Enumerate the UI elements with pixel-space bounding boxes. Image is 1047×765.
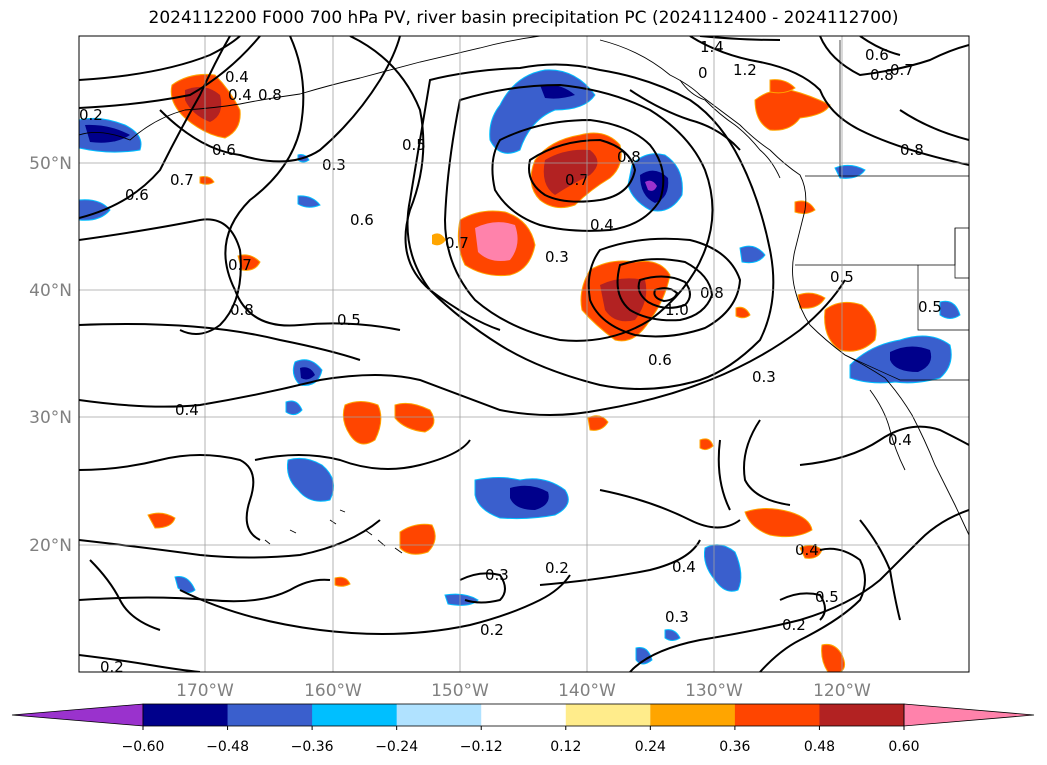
- contour-label: 0.6: [648, 351, 672, 369]
- contour-label: 1.2: [733, 61, 757, 79]
- lat-label-40n: 40°N: [29, 281, 72, 301]
- contour-label: 0.2: [480, 621, 504, 639]
- colorbar-cell: [481, 704, 567, 726]
- colorbar-tick-label: −0.12: [460, 739, 503, 755]
- lat-label-20n: 20°N: [29, 536, 72, 556]
- contour-label: 0.7: [890, 61, 914, 79]
- contour-label: 0.6: [865, 46, 889, 64]
- contour-label: 0.2: [545, 559, 569, 577]
- lon-label-140w: 140°W: [558, 681, 616, 701]
- colorbar-tick-label: −0.60: [122, 739, 165, 755]
- colorbar-tick-label: 0.48: [804, 739, 835, 755]
- plot-frame: [78, 35, 970, 673]
- contour-label: 0.8: [230, 301, 254, 319]
- contour-label: 1.0: [665, 301, 689, 319]
- contour-label: 0.4: [672, 558, 696, 576]
- lat-label-50n: 50°N: [29, 154, 72, 174]
- colorbar-cell: [227, 704, 313, 726]
- contour-label: 0.6: [125, 186, 149, 204]
- lon-label-130w: 130°W: [685, 681, 743, 701]
- contour-label: 0.3: [322, 156, 346, 174]
- lon-labels: 170°W 160°W 150°W 140°W 130°W 120°W: [176, 681, 871, 701]
- contour-label: 0.4: [225, 68, 249, 86]
- contour-label: 0.2: [79, 106, 103, 124]
- contour-label: 0.5: [918, 298, 942, 316]
- contour-label: 0.3: [545, 248, 569, 266]
- colorbar-tick-label: −0.48: [206, 739, 249, 755]
- colorbar-tick-label: −0.36: [291, 739, 334, 755]
- contour-label: 0.6: [212, 141, 236, 159]
- colorbar-tick-label: 0.36: [719, 739, 750, 755]
- colorbar-cell: [819, 704, 905, 726]
- contour-label: 0.4: [228, 86, 252, 104]
- lat-labels: 50°N 40°N 30°N 20°N: [29, 154, 72, 556]
- lon-label-150w: 150°W: [431, 681, 489, 701]
- colorbar-outline: [142, 703, 905, 727]
- contour-label: 0.4: [795, 541, 819, 559]
- contour-label: 0.5: [337, 311, 361, 329]
- colorbar-tick-label: 0.24: [635, 739, 666, 755]
- contour-label: 0.6: [350, 211, 374, 229]
- contour-label: 0: [698, 64, 708, 82]
- colorbar-cell: [734, 704, 820, 726]
- colorbar-extend-low: [11, 703, 144, 727]
- contour-label: 0.5: [402, 136, 426, 154]
- contour-label: 0.3: [665, 608, 689, 626]
- lon-label-120w: 120°W: [813, 681, 871, 701]
- contour-label: 0.4: [590, 216, 614, 234]
- contour-label: 0.3: [485, 566, 509, 584]
- contour-label: 0.4: [175, 401, 199, 419]
- colorbar-cell: [650, 704, 736, 726]
- borders: [795, 40, 969, 381]
- pv-contours: [79, 36, 969, 672]
- colorbar-cell: [565, 704, 651, 726]
- contour-label: 0.8: [700, 284, 724, 302]
- contour-label: 0.5: [815, 588, 839, 606]
- contour-label: 0.2: [782, 616, 806, 634]
- colorbar-tick-label: 0.60: [888, 739, 919, 755]
- contour-label: 0.8: [617, 148, 641, 166]
- contour-label: 0.2: [100, 658, 124, 676]
- map-title: 2024112200 F000 700 hPa PV, river basin …: [148, 8, 899, 28]
- colorbar-tick-label: 0.12: [550, 739, 581, 755]
- lon-label-160w: 160°W: [304, 681, 362, 701]
- contour-label: 0.8: [258, 86, 282, 104]
- contour-label: 0.7: [170, 171, 194, 189]
- colorbar: −0.60 −0.48 −0.36 −0.24 −0.12 0.12 0.24 0.36 0.4…: [11, 703, 1035, 755]
- contour-label: 0.7: [565, 171, 589, 189]
- colorbar-extend-high: [903, 703, 1035, 727]
- colorbar-cell: [143, 704, 229, 726]
- contour-label: 0.7: [228, 256, 252, 274]
- contour-labels: 1.4 1.2 0 0.6 0.7 0.8 0.4 0.4 0.6 0.5 0.…: [79, 38, 942, 676]
- plot-area: [79, 36, 969, 672]
- gridlines: [79, 36, 969, 672]
- colorbar-cell: [396, 704, 482, 726]
- contour-label: 0.8: [870, 66, 894, 84]
- lon-label-170w: 170°W: [176, 681, 234, 701]
- contour-label: 1.4: [700, 38, 724, 56]
- colorbar-cell: [312, 704, 398, 726]
- colorbar-tick-label: −0.24: [375, 739, 418, 755]
- contour-label: 0.7: [445, 234, 469, 252]
- contour-label: 0.4: [888, 431, 912, 449]
- contour-label: 0.8: [900, 141, 924, 159]
- contour-label: 0.3: [752, 368, 776, 386]
- lat-label-30n: 30°N: [29, 408, 72, 428]
